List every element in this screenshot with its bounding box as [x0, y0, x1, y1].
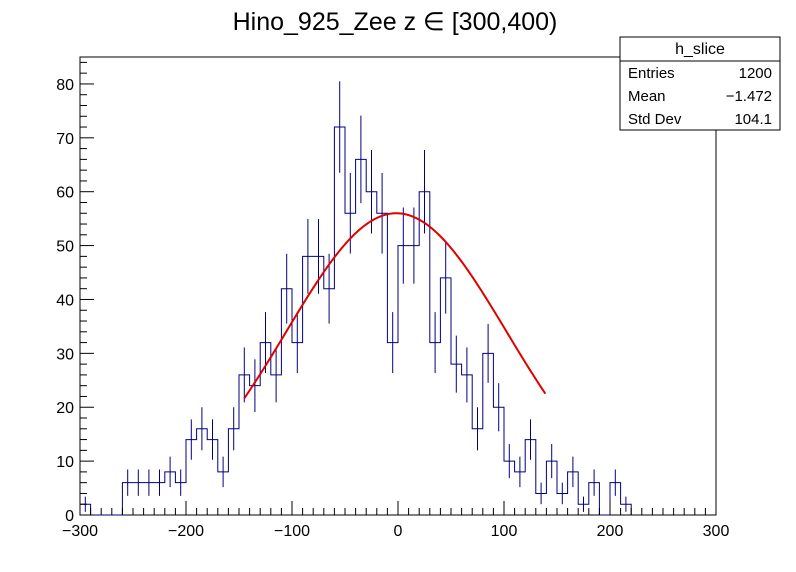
error-bars-layer [84, 81, 627, 512]
y-tick-label: 0 [65, 508, 74, 525]
stats-entries-value: 1200 [739, 65, 772, 82]
stats-box-frame [619, 36, 781, 131]
x-tick-label: −200 [168, 523, 204, 540]
histogram-bin [409, 246, 420, 515]
y-tick-label: 80 [56, 77, 74, 94]
x-tick-label: −100 [274, 523, 310, 540]
y-tick-label: 30 [56, 346, 74, 363]
y-tick-label: 50 [56, 239, 74, 256]
stats-mean-label: Mean [628, 88, 666, 105]
y-tick-label: 60 [56, 185, 74, 202]
histogram-bin [366, 192, 377, 515]
x-tick-label: 100 [491, 523, 518, 540]
chart-title: Hino_925_Zee z ∈ [300,400) [233, 8, 558, 36]
y-tick-label: 10 [56, 454, 74, 471]
histogram-bin [356, 159, 367, 515]
y-tick-label: 20 [56, 400, 74, 417]
histogram-layer [79, 126, 632, 516]
histogram-bin [419, 192, 430, 515]
x-tick-label: 200 [597, 523, 624, 540]
stats-mean-value: −1.472 [726, 88, 772, 105]
stats-stddev-label: Std Dev [628, 111, 682, 128]
gaussian-fit-curve [243, 212, 547, 399]
x-tick-label: 0 [394, 523, 403, 540]
y-tick-label: 40 [56, 292, 74, 309]
histogram-outline [79, 126, 632, 516]
stats-stddev-value: 104.1 [734, 111, 772, 128]
stats-entries-label: Entries [628, 65, 675, 82]
histogram-bin [377, 213, 388, 515]
histogram-bin [345, 213, 356, 515]
histogram-bin [334, 127, 345, 515]
stats-box-title: h_slice [675, 41, 725, 58]
stats-box: h_slice Entries 1200 Mean −1.472 Std Dev… [619, 36, 781, 131]
histogram-bin [313, 256, 324, 515]
x-tick-label: −300 [62, 523, 98, 540]
x-axis: −300 −200 −100 0 100 200 300 [62, 501, 729, 540]
histogram-bin [398, 246, 409, 515]
x-tick-label: 300 [703, 523, 730, 540]
y-axis: 0 10 20 30 40 50 60 70 80 [56, 61, 94, 525]
y-tick-label: 70 [56, 131, 74, 148]
